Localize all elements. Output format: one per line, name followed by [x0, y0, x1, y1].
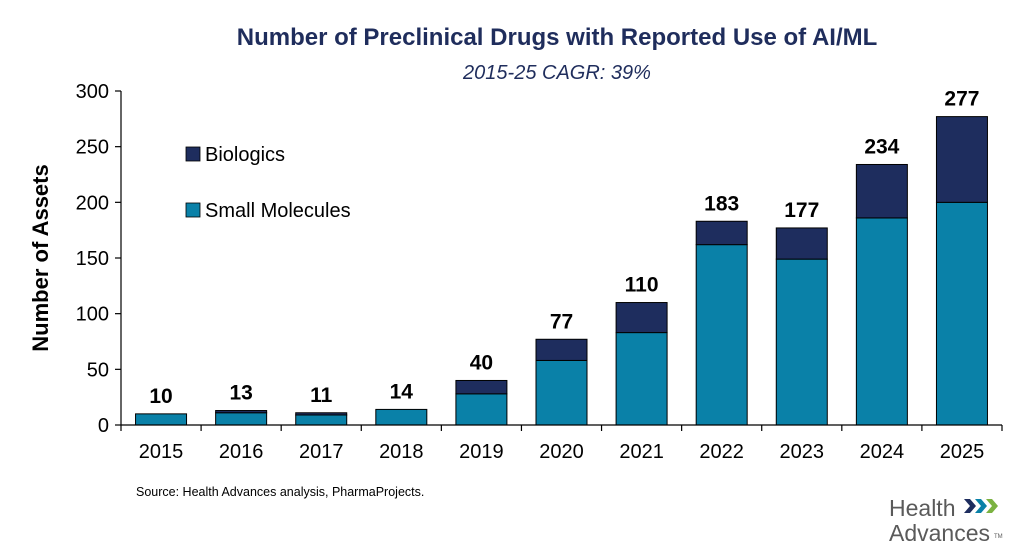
x-tick-label-2015: 2015 [139, 441, 184, 463]
x-axis: 2015 2016 2017 2018 2019 2020 2021 2022 2023 2024… [120, 425, 1003, 463]
legend-label-biologics: Biologics [205, 144, 285, 166]
y-axis-label: Number of Assets [28, 164, 53, 351]
chart-subtitle: 2015-25 CAGR: 39% [462, 62, 651, 84]
data-label-2025: 277 [944, 88, 979, 111]
data-label-2017: 11 [310, 384, 333, 407]
bar-biologics-2019 [455, 379, 508, 395]
bar-biologics-2020 [535, 338, 588, 361]
bar-small-molecules-2017 [295, 414, 348, 426]
logo-text-advances: Advances [889, 520, 990, 546]
y-tick-label-300: 300 [76, 81, 109, 103]
bar-small-molecules-2020 [535, 359, 588, 426]
source-note: Source: Health Advances analysis, Pharma… [136, 485, 424, 499]
data-label-2024: 234 [864, 135, 899, 158]
data-label-2019: 40 [470, 351, 493, 374]
y-tick-label-250: 250 [76, 137, 109, 159]
bar-small-molecules-2016 [215, 412, 268, 426]
logo-trademark: TM [994, 534, 1003, 540]
logo-chevron-2 [986, 499, 998, 513]
y-tick-label-150: 150 [76, 248, 109, 270]
x-tick-label-2017: 2017 [299, 441, 344, 463]
bar-biologics-2017 [295, 412, 348, 416]
data-label-2018: 14 [390, 380, 414, 403]
bar-biologics-2023 [775, 227, 828, 260]
bar-small-molecules-2018 [375, 408, 428, 426]
bar-biologics-2025 [935, 116, 988, 203]
y-tick-label-100: 100 [76, 304, 109, 326]
bar-small-molecules-2021 [615, 332, 668, 426]
x-tick-label-2020: 2020 [539, 441, 584, 463]
bar-small-molecules-2023 [775, 258, 828, 426]
y-tick-label-50: 50 [87, 359, 109, 381]
data-label-2015: 10 [149, 385, 172, 408]
legend-label-small-molecules: Small Molecules [205, 200, 351, 222]
health-advances-logo: Health Advances TM [889, 495, 1003, 546]
bar-biologics-2022 [695, 220, 748, 246]
legend-swatch-biologics [185, 146, 201, 162]
x-tick-label-2023: 2023 [780, 441, 825, 463]
logo-chevron-1 [975, 499, 987, 513]
data-label-2016: 13 [229, 382, 252, 405]
x-tick-label-2018: 2018 [379, 441, 424, 463]
bar-small-molecules-2025 [935, 201, 988, 426]
bar-small-molecules-2015 [135, 413, 188, 426]
y-axis: 0 50 100 150 200 250 300 [76, 81, 121, 437]
bar-small-molecules-2024 [855, 217, 908, 426]
data-label-2022: 183 [704, 192, 739, 215]
x-tick-label-2016: 2016 [219, 441, 264, 463]
bar-biologics-2016 [215, 410, 268, 414]
data-label-2023: 177 [784, 199, 819, 222]
y-tick-label-200: 200 [76, 192, 109, 214]
bar-biologics-2021 [615, 302, 668, 334]
logo-chevron-0 [964, 499, 976, 513]
bar-small-molecules-2019 [455, 393, 508, 426]
data-labels-group: 10 13 11 14 40 77 110 183 177 234 277 [149, 88, 979, 408]
y-tick-label-0: 0 [98, 415, 109, 437]
x-tick-label-2019: 2019 [459, 441, 504, 463]
legend-swatch-small-molecules [185, 202, 201, 218]
bar-biologics-2024 [855, 163, 908, 219]
bar-small-molecules-2022 [695, 244, 748, 426]
data-label-2020: 77 [550, 310, 573, 333]
data-label-2021: 110 [625, 274, 659, 297]
chart-title: Number of Preclinical Drugs with Reporte… [237, 24, 878, 51]
bars-group [135, 116, 988, 426]
x-tick-label-2024: 2024 [860, 441, 905, 463]
logo-chevrons-icon [964, 499, 998, 513]
x-tick-label-2025: 2025 [940, 441, 985, 463]
logo-text-health: Health [889, 495, 955, 521]
legend: Biologics Small Molecules [185, 144, 351, 222]
x-tick-label-2022: 2022 [699, 441, 744, 463]
x-tick-label-2021: 2021 [619, 441, 664, 463]
